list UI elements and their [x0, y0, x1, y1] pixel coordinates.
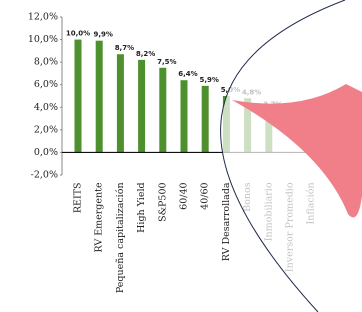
- y-tick-label: 6,0%: [34, 79, 58, 90]
- bar: [96, 41, 103, 153]
- value-label: 8,7%: [115, 44, 134, 52]
- x-tick-label: RV Emergente: [94, 182, 105, 252]
- y-tick-label: 4,0%: [34, 102, 58, 113]
- x-tick-label: RV Desarrollada: [221, 182, 232, 261]
- value-label: 7,5%: [157, 58, 176, 66]
- bar: [181, 80, 188, 152]
- x-tick-label: REITS: [73, 182, 84, 213]
- x-tick-label: S&P500: [157, 182, 168, 222]
- x-tick-label: High Yield: [136, 182, 147, 232]
- value-label: 9,9%: [93, 31, 112, 39]
- bar: [75, 40, 82, 153]
- bar: [117, 54, 124, 152]
- y-tick-label: 0,0%: [34, 147, 58, 158]
- y-tick-label: 2,0%: [34, 124, 58, 135]
- bar: [159, 68, 166, 153]
- x-tick-label: Pequeña capitalización: [115, 182, 126, 293]
- value-label: 5,9%: [199, 76, 218, 84]
- y-tick-label: -2,0%: [31, 170, 58, 181]
- x-tick-label: 60/40: [179, 182, 190, 209]
- y-tick-label: 8,0%: [34, 57, 58, 68]
- y-tick-label: 12,0%: [28, 12, 58, 23]
- bar: [138, 60, 145, 153]
- value-label: 8,2%: [136, 50, 155, 58]
- y-tick-label: 10,0%: [28, 34, 58, 45]
- value-label: 10,0%: [66, 30, 90, 38]
- bar: [202, 86, 209, 153]
- x-tick-label: 40/60: [200, 182, 211, 209]
- value-label: 6,4%: [178, 70, 197, 78]
- chart: -2,0% 0,0% 2,0% 4,0% 6,0% 8,0% 10,0% 12,0% REITS…: [0, 0, 362, 312]
